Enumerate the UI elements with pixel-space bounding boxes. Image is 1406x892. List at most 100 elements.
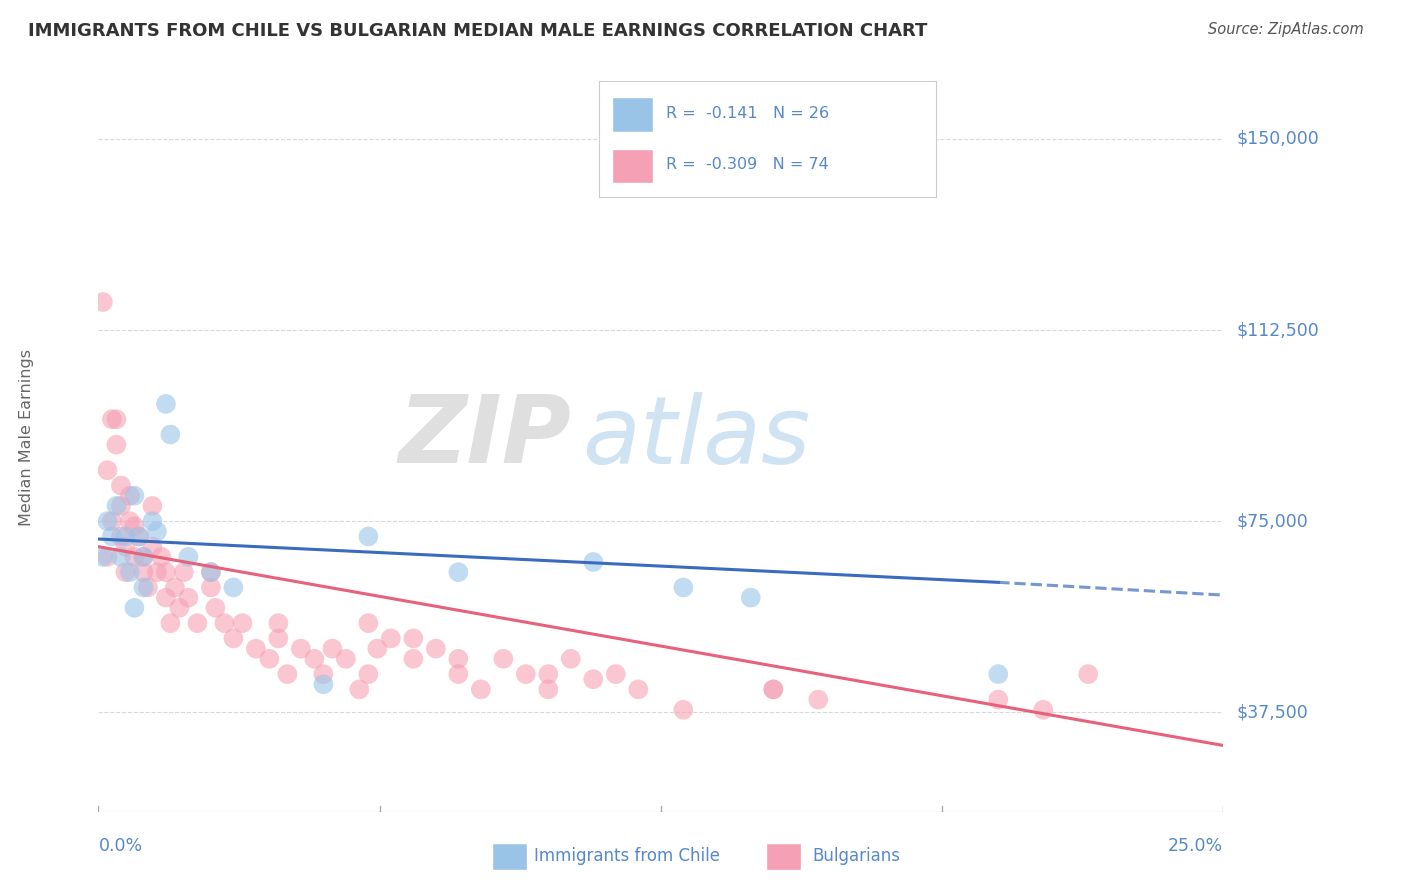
Point	[155, 565, 177, 579]
Point	[141, 540, 163, 554]
Point	[173, 565, 195, 579]
Point	[128, 529, 150, 543]
Point	[537, 682, 560, 697]
Point	[177, 549, 200, 564]
Point	[447, 565, 470, 579]
Point	[762, 682, 785, 697]
Point	[124, 519, 146, 533]
Text: Immigrants from Chile: Immigrants from Chile	[534, 847, 720, 865]
Point	[312, 677, 335, 691]
Point	[132, 549, 155, 564]
Point	[366, 641, 388, 656]
Point	[105, 412, 128, 426]
Point	[132, 549, 155, 564]
Point	[515, 667, 537, 681]
Point	[141, 499, 163, 513]
Point	[627, 682, 650, 697]
Point	[91, 549, 114, 564]
Text: $75,000: $75,000	[1237, 512, 1309, 530]
Point	[101, 529, 124, 543]
Point	[155, 397, 177, 411]
Point	[267, 616, 290, 631]
Point	[304, 652, 326, 666]
Point	[96, 549, 118, 564]
Point	[357, 667, 380, 681]
Point	[114, 565, 136, 579]
Point	[214, 616, 236, 631]
Point	[91, 295, 114, 310]
Text: 25.0%: 25.0%	[1168, 838, 1223, 855]
Text: 0.0%: 0.0%	[98, 838, 142, 855]
Point	[124, 600, 146, 615]
Text: atlas: atlas	[582, 392, 810, 483]
Point	[492, 652, 515, 666]
Point	[740, 591, 762, 605]
Point	[96, 514, 118, 528]
Point	[118, 514, 141, 528]
Point	[118, 565, 141, 579]
Point	[1077, 667, 1099, 681]
Point	[349, 682, 371, 697]
Point	[222, 632, 245, 646]
Text: Median Male Earnings: Median Male Earnings	[18, 349, 34, 525]
Point	[132, 581, 155, 595]
Point	[200, 565, 222, 579]
Point	[987, 692, 1010, 706]
Point	[380, 632, 402, 646]
Point	[402, 652, 425, 666]
Point	[186, 616, 208, 631]
Point	[150, 549, 173, 564]
Point	[222, 581, 245, 595]
Point	[987, 667, 1010, 681]
Text: ZIP: ZIP	[398, 391, 571, 483]
Point	[105, 438, 128, 452]
Point	[110, 478, 132, 492]
Point	[163, 581, 186, 595]
Point	[259, 652, 281, 666]
Text: $112,500: $112,500	[1237, 321, 1319, 339]
Point	[605, 667, 627, 681]
Point	[101, 412, 124, 426]
Point	[124, 489, 146, 503]
Point	[807, 692, 830, 706]
Point	[267, 632, 290, 646]
Point	[582, 672, 605, 686]
Point	[177, 591, 200, 605]
Text: $37,500: $37,500	[1237, 703, 1309, 722]
Point	[110, 499, 132, 513]
Point	[118, 489, 141, 503]
Point	[231, 616, 253, 631]
Point	[447, 667, 470, 681]
Point	[276, 667, 298, 681]
Point	[672, 581, 695, 595]
Point	[110, 529, 132, 543]
Point	[159, 427, 181, 442]
Point	[537, 667, 560, 681]
Point	[582, 555, 605, 569]
Point	[560, 652, 582, 666]
Point	[245, 641, 267, 656]
Point	[312, 667, 335, 681]
Point	[155, 591, 177, 605]
Point	[1032, 703, 1054, 717]
Point	[204, 600, 226, 615]
Point	[425, 641, 447, 656]
Point	[200, 581, 222, 595]
Point	[762, 682, 785, 697]
Point	[447, 652, 470, 666]
Text: Bulgarians: Bulgarians	[813, 847, 901, 865]
Point	[321, 641, 343, 656]
Point	[357, 616, 380, 631]
Point	[169, 600, 191, 615]
Point	[136, 581, 159, 595]
Point	[132, 565, 155, 579]
Text: $150,000: $150,000	[1237, 130, 1319, 148]
Point	[146, 524, 169, 539]
Text: Source: ZipAtlas.com: Source: ZipAtlas.com	[1208, 22, 1364, 37]
Point	[357, 529, 380, 543]
Point	[114, 540, 136, 554]
Point	[105, 499, 128, 513]
Point	[146, 565, 169, 579]
Point	[290, 641, 312, 656]
Point	[672, 703, 695, 717]
